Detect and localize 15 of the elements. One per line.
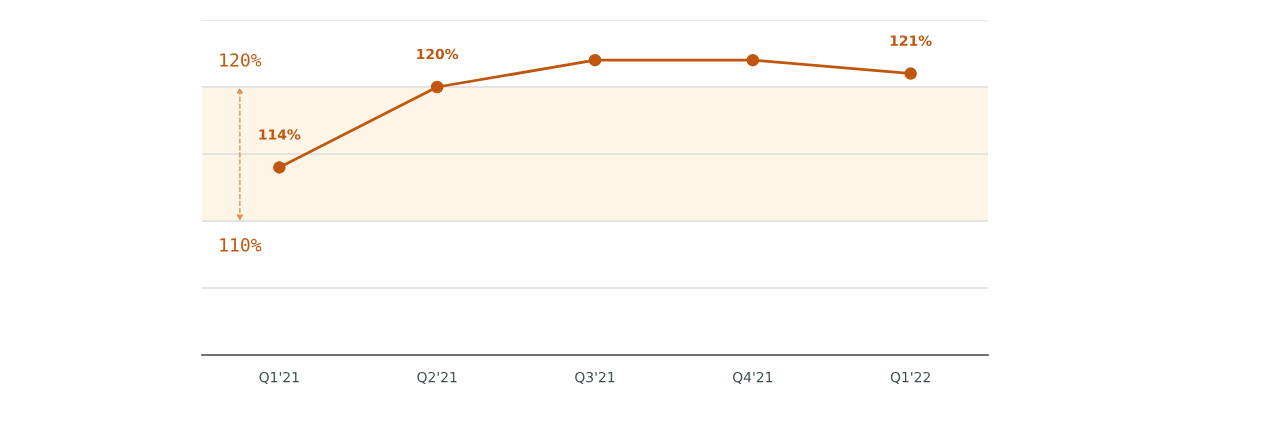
data-label: 114% — [259, 129, 301, 140]
x-tick-label: Q4'21 — [732, 371, 773, 385]
x-tick-label: Q1'22 — [890, 371, 930, 385]
point — [588, 53, 602, 67]
point — [904, 67, 917, 80]
data-label: 120% — [417, 48, 459, 60]
point — [273, 161, 286, 174]
point — [746, 53, 760, 67]
x-tick-label: Q3'21 — [575, 371, 615, 385]
x-tick-label: Q2'21 — [417, 371, 457, 385]
point — [430, 80, 444, 94]
annotation: 110% — [220, 238, 262, 252]
data-label: 121% — [890, 35, 932, 46]
x-tick-label: Q1'21 — [259, 371, 299, 385]
annotation: 120% — [220, 53, 262, 67]
